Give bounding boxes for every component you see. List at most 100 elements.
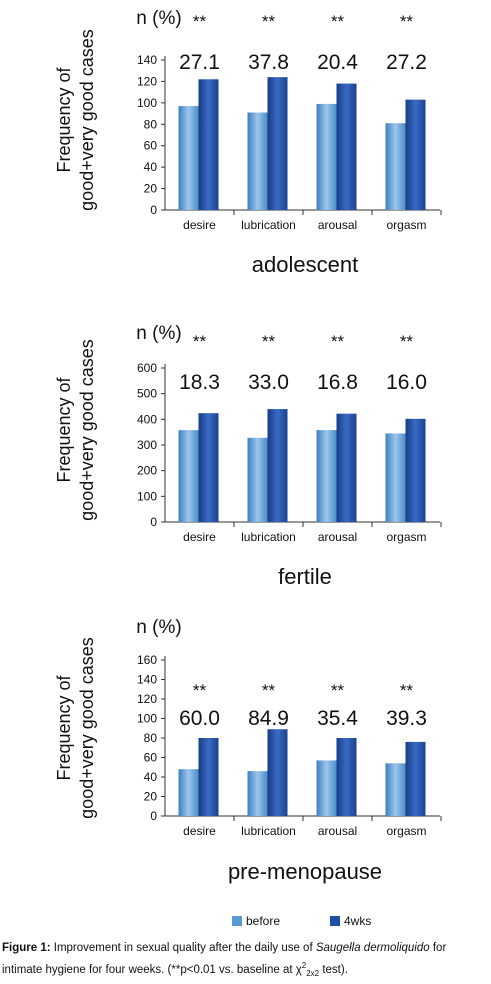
panel-title: pre-menopause [228, 859, 382, 884]
y-axis-label-line1: Frequency of [54, 66, 74, 172]
percent-annotation-orgasm: 16.0 [386, 371, 427, 394]
percent-annotation-arousal: 35.4 [317, 707, 358, 730]
y-tick-label: 400 [137, 412, 157, 426]
y-tick-label: 140 [137, 53, 157, 67]
chart-panel-pre-menopause: Frequency of good+very good cases n (%) 0 20… [54, 617, 442, 884]
y-tick-label: 200 [137, 464, 157, 478]
significance-lubrication: ** [262, 332, 276, 351]
bar-before-arousal [316, 430, 337, 522]
bar-before-orgasm [385, 123, 406, 210]
significance-arousal: ** [331, 681, 345, 700]
y-tick-label: 100 [137, 96, 157, 110]
significance-orgasm: ** [400, 332, 414, 351]
significance-desire: ** [193, 332, 207, 351]
x-tick-label-desire: desire [183, 530, 216, 544]
y-axis-label-line1: Frequency of [54, 376, 74, 482]
y-tick-label: 160 [137, 653, 157, 667]
significance-arousal: ** [331, 332, 345, 351]
figure-caption: Figure 1: Improvement in sexual quality … [2, 940, 489, 982]
percent-annotation-desire: 18.3 [179, 371, 220, 394]
bar-4wks-desire [198, 738, 219, 816]
unit-label: n (%) [136, 8, 181, 29]
caption-label: Figure 1: [2, 942, 51, 954]
x-tick-label-lubrication: lubrication [241, 218, 296, 232]
x-tick-label-lubrication: lubrication [241, 824, 296, 838]
bar-before-desire [178, 769, 199, 816]
bar-4wks-orgasm [405, 418, 426, 522]
x-tick-label-arousal: arousal [318, 824, 357, 838]
bar-before-lubrication [247, 112, 268, 210]
significance-orgasm: ** [400, 681, 414, 700]
bar-4wks-arousal [336, 83, 357, 210]
bar-before-lubrication [247, 771, 268, 816]
panel-title: fertile [278, 564, 332, 589]
y-tick-label: 0 [150, 515, 157, 529]
y-tick-label: 0 [150, 809, 157, 823]
significance-desire: ** [193, 12, 207, 31]
caption-chi-sub: 2x2 [306, 969, 320, 979]
significance-lubrication: ** [262, 681, 276, 700]
x-tick-label-orgasm: orgasm [386, 824, 426, 838]
legend-swatch-before [232, 916, 242, 926]
percent-annotation-orgasm: 27.2 [386, 51, 427, 74]
y-tick-label: 20 [144, 790, 158, 804]
y-tick-label: 100 [137, 712, 157, 726]
percent-annotation-lubrication: 33.0 [248, 371, 289, 394]
percent-annotation-arousal: 16.8 [317, 371, 358, 394]
y-tick-label: 0 [150, 203, 157, 217]
y-tick-label: 140 [137, 673, 157, 687]
bar-before-arousal [316, 760, 337, 816]
y-tick-label: 60 [144, 139, 158, 153]
significance-lubrication: ** [262, 12, 276, 31]
x-tick-label-lubrication: lubrication [241, 530, 296, 544]
caption-end: test). [319, 963, 348, 976]
percent-annotation-desire: 27.1 [179, 51, 220, 74]
bar-4wks-orgasm [405, 99, 426, 210]
y-axis-label-line2: good+very good cases [77, 637, 97, 819]
y-tick-label: 120 [137, 692, 157, 706]
bar-4wks-lubrication [267, 729, 288, 816]
bar-before-arousal [316, 103, 337, 210]
bar-4wks-lubrication [267, 409, 288, 522]
chart-panel-adolescent: Frequency of good+very good cases n (%) 0 20… [54, 8, 442, 277]
y-tick-label: 600 [137, 361, 157, 375]
bar-4wks-orgasm [405, 741, 426, 816]
y-tick-label: 20 [144, 182, 158, 196]
y-axis-label-line1: Frequency of [54, 674, 74, 780]
bar-before-desire [178, 106, 199, 210]
bar-before-orgasm [385, 433, 406, 522]
significance-orgasm: ** [400, 12, 414, 31]
panel-title: adolescent [252, 252, 358, 277]
x-tick-label-orgasm: orgasm [386, 530, 426, 544]
percent-annotation-arousal: 20.4 [317, 51, 358, 74]
bar-4wks-desire [198, 79, 219, 211]
y-tick-label: 80 [144, 117, 158, 131]
bar-4wks-desire [198, 413, 219, 522]
percent-annotation-orgasm: 39.3 [386, 707, 427, 730]
y-axis-label-line2: good+very good cases [77, 29, 97, 211]
x-tick-label-arousal: arousal [318, 218, 357, 232]
y-tick-label: 80 [144, 731, 158, 745]
bar-4wks-lubrication [267, 77, 288, 211]
percent-annotation-lubrication: 37.8 [248, 51, 289, 74]
significance-desire: ** [193, 681, 207, 700]
unit-label: n (%) [136, 617, 181, 638]
legend-swatch-4wks [330, 916, 340, 926]
y-tick-label: 40 [144, 160, 158, 174]
x-tick-label-desire: desire [183, 218, 216, 232]
significance-arousal: ** [331, 12, 345, 31]
y-tick-label: 40 [144, 770, 158, 784]
caption-chi-sup: 2 [301, 961, 307, 970]
bar-before-desire [178, 430, 199, 522]
y-tick-label: 100 [137, 489, 157, 503]
legend-label-before: before [246, 914, 280, 928]
percent-annotation-lubrication: 84.9 [248, 707, 289, 730]
y-tick-label: 60 [144, 751, 158, 765]
chart-panel-fertile: Frequency of good+very good cases n (%) 0 10… [54, 323, 442, 589]
bar-4wks-arousal [336, 738, 357, 816]
y-tick-label: 120 [137, 74, 157, 88]
unit-label: n (%) [136, 323, 181, 344]
legend-label-4wks: 4wks [344, 914, 371, 928]
bar-before-orgasm [385, 763, 406, 816]
